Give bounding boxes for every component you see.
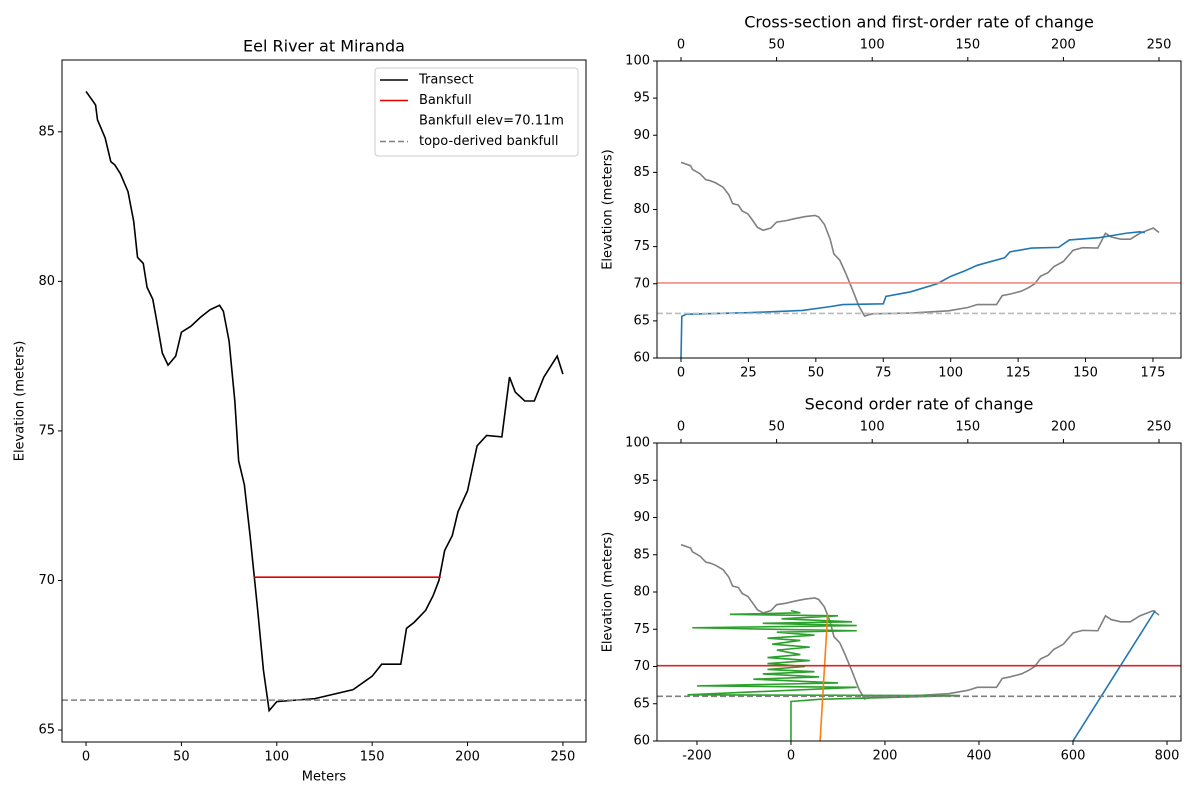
- x2-tick-label: 200: [1051, 420, 1076, 435]
- y-tick-label: 65: [38, 723, 55, 738]
- y-tick-label: 60: [633, 734, 650, 749]
- plot-area: [657, 161, 1181, 358]
- data-line: [687, 609, 961, 741]
- y-tick-label: 95: [633, 473, 650, 488]
- y-tick-label: 80: [38, 274, 55, 289]
- data-line: [819, 614, 829, 741]
- legend-label: Bankfull elev=70.11m: [419, 114, 564, 129]
- legend-label: Bankfull: [419, 93, 472, 108]
- x-tick-label: 100: [938, 366, 963, 381]
- x-tick-label: 150: [360, 750, 385, 765]
- x-tick-label: 50: [173, 750, 190, 765]
- x-tick-label: -200: [682, 749, 712, 764]
- x-tick-label: 175: [1141, 366, 1166, 381]
- x-tick-label: 250: [551, 750, 576, 765]
- legend-label: Transect: [418, 73, 474, 88]
- data-line: [1072, 610, 1156, 741]
- axes-frame: [61, 59, 587, 743]
- chart-title: Second order rate of change: [805, 395, 1034, 414]
- y-tick-label: 75: [633, 622, 650, 637]
- data-line: [680, 543, 1160, 700]
- data-line: [680, 230, 1145, 358]
- x-tick-label: 0: [677, 366, 685, 381]
- y-axis-label: Elevation (meters): [601, 532, 616, 653]
- y-tick-label: 85: [633, 547, 650, 562]
- y-tick-label: 70: [633, 659, 650, 674]
- y-tick-label: 100: [625, 54, 650, 69]
- x-tick-label: 25: [740, 366, 757, 381]
- y-tick-label: 70: [633, 276, 650, 291]
- y-tick-label: 100: [625, 436, 650, 451]
- x-tick-label: 150: [1073, 366, 1098, 381]
- y-tick-label: 70: [38, 573, 55, 588]
- x-axis-label: Meters: [302, 770, 347, 785]
- y-tick-label: 95: [633, 91, 650, 106]
- x2-tick-label: 150: [955, 38, 980, 53]
- y-tick-label: 90: [633, 128, 650, 143]
- x-tick-label: 125: [1006, 366, 1031, 381]
- subplot: Cross-section and first-order rate of ch…: [601, 13, 1182, 381]
- x-tick-label: 50: [808, 366, 825, 381]
- y-tick-label: 60: [633, 351, 650, 366]
- x2-tick-label: 0: [677, 420, 685, 435]
- y-tick-label: 65: [633, 696, 650, 711]
- data-line: [680, 161, 1160, 317]
- x2-tick-label: 50: [768, 420, 785, 435]
- plot-area: [62, 90, 586, 713]
- x2-tick-label: 250: [1147, 420, 1172, 435]
- axes-frame: [656, 60, 1182, 359]
- y-tick-label: 75: [633, 239, 650, 254]
- y-axis-label: Elevation (meters): [13, 341, 28, 462]
- chart-title: Cross-section and first-order rate of ch…: [744, 13, 1094, 32]
- y-tick-label: 90: [633, 510, 650, 525]
- x-tick-label: 75: [875, 366, 892, 381]
- x2-tick-label: 50: [768, 38, 785, 53]
- data-line: [85, 90, 564, 713]
- legend-label: topo-derived bankfull: [419, 134, 559, 149]
- y-tick-label: 80: [633, 202, 650, 217]
- x2-tick-label: 150: [955, 420, 980, 435]
- x-tick-label: 400: [967, 749, 992, 764]
- y-tick-label: 85: [633, 165, 650, 180]
- x2-tick-label: 100: [860, 420, 885, 435]
- plot-area: [657, 543, 1181, 741]
- x-tick-label: 200: [455, 750, 480, 765]
- y-tick-label: 80: [633, 585, 650, 600]
- x-tick-label: 200: [873, 749, 898, 764]
- x2-tick-label: 100: [860, 38, 885, 53]
- x-tick-label: 600: [1061, 749, 1086, 764]
- subplot: Eel River at Miranda 65 70 75 80 85 0 50 100 150 2…: [13, 37, 587, 785]
- x2-tick-label: 0: [677, 38, 685, 53]
- x-tick-label: 0: [787, 749, 795, 764]
- x-tick-label: 100: [264, 750, 289, 765]
- axes-frame: [656, 442, 1182, 742]
- x2-tick-label: 250: [1147, 38, 1172, 53]
- chart-title: Eel River at Miranda: [243, 37, 405, 56]
- x-tick-label: 0: [82, 750, 90, 765]
- x2-tick-label: 200: [1051, 38, 1076, 53]
- legend: Transect Bankfull Bankfull elev=70.11m topo…: [374, 67, 579, 157]
- y-tick-label: 75: [38, 423, 55, 438]
- y-tick-label: 85: [38, 124, 55, 139]
- y-axis-label: Elevation (meters): [601, 149, 616, 270]
- subplot: Second order rate of change 60 65 70 75 80 85 9…: [601, 395, 1182, 764]
- y-tick-label: 65: [633, 313, 650, 328]
- x-tick-label: 800: [1155, 749, 1180, 764]
- legend-box: [374, 67, 579, 157]
